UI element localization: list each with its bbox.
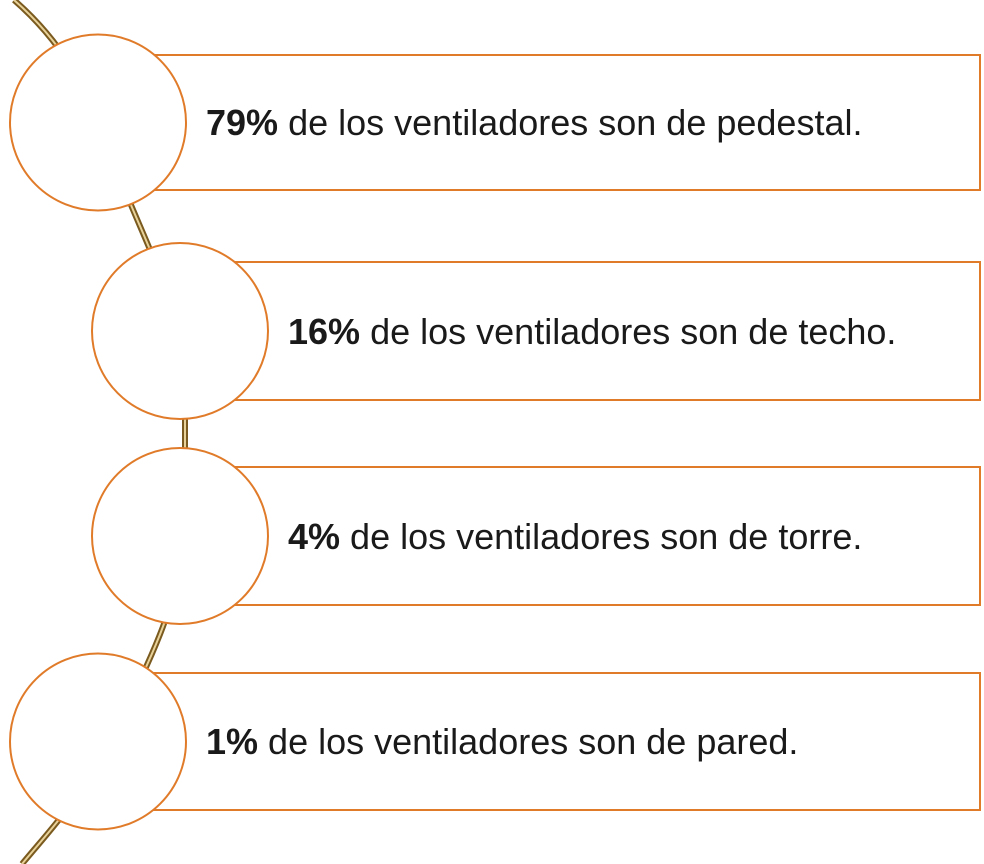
item-text: 79% de los ventiladores son de pedestal. bbox=[206, 55, 960, 190]
item-percent: 1% bbox=[206, 721, 259, 762]
item-box bbox=[97, 672, 981, 811]
item-paragraph: 79% de los ventiladores son de pedestal. bbox=[206, 99, 862, 146]
item-circle bbox=[91, 242, 269, 420]
item-percent: 4% bbox=[288, 515, 341, 557]
item-paragraph: 4% de los ventiladores son de torre. bbox=[288, 513, 862, 560]
item-circle bbox=[9, 33, 187, 212]
item-description: de los ventiladores son de techo. bbox=[370, 310, 897, 352]
item-percent: 16% bbox=[288, 310, 361, 352]
item-circle bbox=[9, 652, 187, 831]
item-percent: 79% bbox=[206, 102, 279, 143]
item-paragraph: 16% de los ventiladores son de techo. bbox=[288, 308, 896, 355]
item-description: de los ventiladores son de pared. bbox=[268, 721, 799, 762]
item-description: de los ventiladores son de torre. bbox=[350, 515, 863, 557]
item-description: de los ventiladores son de pedestal. bbox=[288, 102, 863, 143]
item-text: 4% de los ventiladores son de torre. bbox=[288, 467, 960, 605]
item-circle bbox=[91, 447, 269, 625]
item-box bbox=[179, 466, 981, 606]
item-text: 16% de los ventiladores son de techo. bbox=[288, 262, 960, 400]
item-paragraph: 1% de los ventiladores son de pared. bbox=[206, 718, 798, 765]
item-text: 1% de los ventiladores son de pared. bbox=[206, 673, 960, 810]
